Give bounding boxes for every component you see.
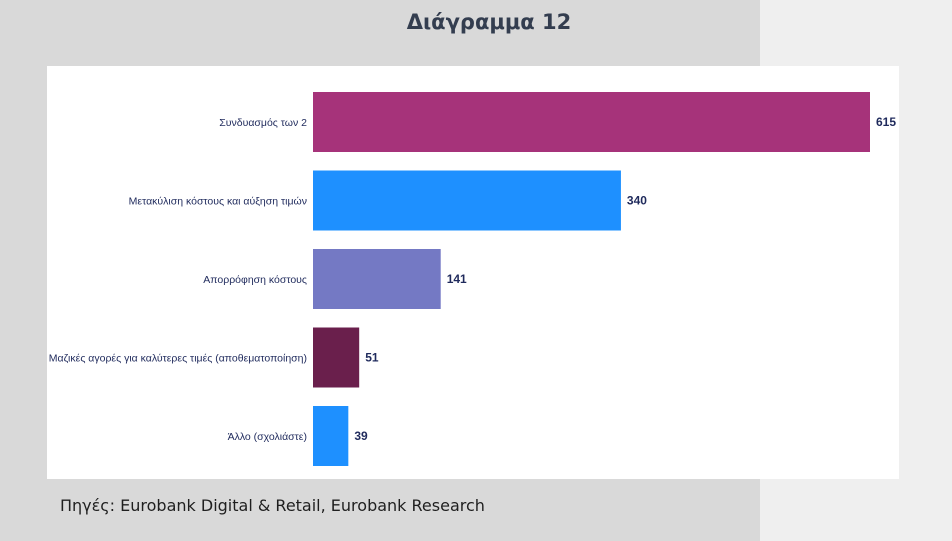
bar-0 — [313, 92, 870, 152]
category-label-1: Μετακύλιση κόστους και αύξηση τιμών — [129, 196, 307, 208]
category-label-2: Απορρόφηση κόστους — [203, 274, 307, 286]
bar-3 — [313, 327, 360, 388]
chart-title: Διάγραμμα 12 — [406, 10, 572, 34]
category-label-4: Άλλο (σχολιάστε) — [228, 431, 307, 443]
value-label-2: 141 — [447, 272, 467, 286]
category-label-0: Συνδυασμός των 2 — [219, 117, 307, 129]
category-label-3: Μαζικές αγορές για καλύτερες τιμές (αποθ… — [49, 353, 307, 365]
value-label-3: 51 — [365, 351, 379, 365]
value-label-0: 615 — [876, 115, 896, 129]
bar-1 — [313, 170, 621, 231]
value-label-4: 39 — [354, 429, 368, 443]
chart-card: Συνδυασμός των 2 615 Μετακύλιση κόστους κα… — [47, 66, 899, 479]
bar-chart: Συνδυασμός των 2 615 Μετακύλιση κόστους κα… — [49, 92, 896, 466]
bar-4 — [313, 406, 349, 466]
source-note: Πηγές: Eurobank Digital & Retail, Euroba… — [60, 496, 485, 515]
value-label-1: 340 — [627, 194, 647, 208]
bar-2 — [313, 249, 441, 309]
